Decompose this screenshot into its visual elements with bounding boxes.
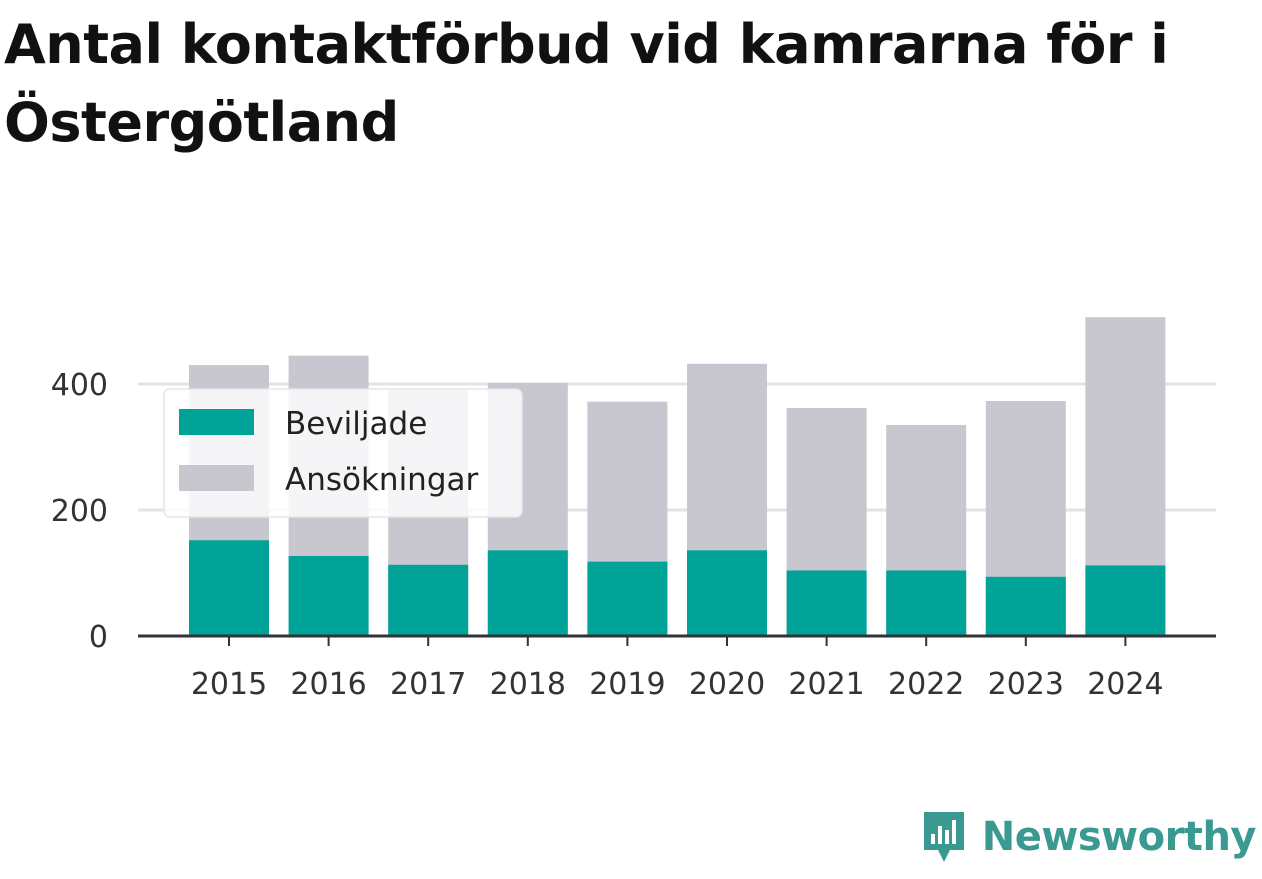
- bar-granted-2019[interactable]: [587, 561, 668, 636]
- bar-granted-2017[interactable]: [388, 564, 469, 636]
- bar-granted-2015[interactable]: [189, 540, 269, 636]
- y-tick-label: 0: [89, 620, 108, 655]
- legend-swatch-ansökningar: [179, 465, 254, 491]
- newsworthy-brand[interactable]: Newsworthy: [920, 805, 1257, 869]
- legend: Beviljade Ansökningar: [163, 388, 523, 518]
- bar-granted-2023[interactable]: [985, 576, 1066, 636]
- bar-granted-2021[interactable]: [786, 570, 867, 636]
- bar-granted-2024[interactable]: [1085, 565, 1166, 636]
- legend-label-ansökningar: Ansökningar: [285, 462, 479, 498]
- newsworthy-logo-icon: [923, 812, 964, 862]
- brand-name: Newsworthy: [981, 814, 1257, 860]
- y-tick-label: 200: [51, 494, 108, 529]
- x-axis: [138, 634, 1216, 646]
- legend-label-beviljade: Beviljade: [285, 406, 427, 442]
- x-tick-label: 2024: [1087, 667, 1163, 702]
- x-tick-label: 2017: [390, 667, 466, 702]
- bar-granted-2022[interactable]: [886, 570, 967, 636]
- x-tick-label: 2023: [988, 667, 1064, 702]
- x-tick-label: 2015: [191, 667, 267, 702]
- bar-granted-2016[interactable]: [288, 555, 369, 636]
- x-tick-label: 2022: [888, 667, 964, 702]
- y-tick-label: 400: [51, 368, 108, 403]
- x-axis-labels: 2015 2016 2017 2018 2019 2020 2021 2022 2023 2024: [191, 667, 1164, 702]
- bar-granted-2018[interactable]: [487, 550, 568, 636]
- x-tick-label: 2018: [490, 667, 566, 702]
- x-tick-label: 2019: [589, 667, 665, 702]
- granted-bars: [189, 540, 1166, 636]
- chart-title: Antal kontaktförbud vid kamrarna för i Ö…: [4, 13, 1169, 154]
- y-axis-labels: 0 200 400: [51, 368, 108, 655]
- legend-swatch-beviljade: [179, 409, 254, 435]
- x-tick-label: 2016: [290, 667, 366, 702]
- x-tick-label: 2020: [689, 667, 765, 702]
- x-tick-label: 2021: [788, 667, 864, 702]
- bar-granted-2020[interactable]: [687, 550, 767, 636]
